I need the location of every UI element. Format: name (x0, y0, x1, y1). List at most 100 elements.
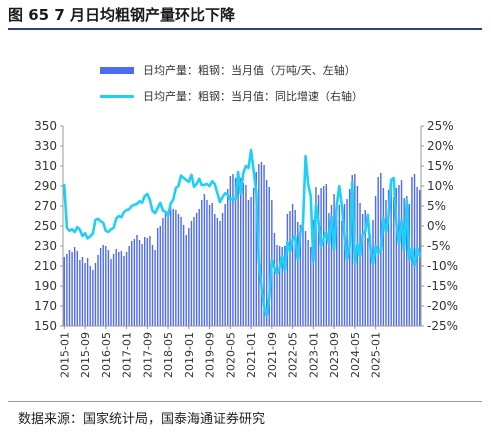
bar (169, 207, 172, 326)
bar (398, 185, 400, 326)
bar (346, 199, 348, 326)
bar (395, 188, 398, 326)
bar (382, 188, 385, 326)
y-right-tick-label: 15% (427, 159, 454, 173)
bar (273, 233, 276, 326)
legend-bar-label: 日均产量：粗钢：当月值（万吨/天、左轴） (143, 64, 356, 77)
y-right-tick-label: 25% (427, 119, 454, 133)
legend: 日均产量：粗钢：当月值（万吨/天、左轴） 日均产量：粗钢：当月值：同比增速（右轴… (100, 57, 363, 109)
bar (242, 183, 245, 326)
y-left-tick-label: 190 (34, 279, 57, 293)
bar (105, 246, 107, 326)
bar (92, 270, 94, 326)
bar (175, 210, 177, 326)
bar (338, 205, 340, 326)
y-right-tick-label: 5% (427, 199, 446, 213)
x-tick-label: 2021-01 (245, 332, 258, 378)
bar (385, 200, 387, 326)
bar (115, 249, 117, 326)
bar (102, 245, 104, 326)
bar (302, 218, 304, 326)
bar (390, 186, 392, 326)
y-right-tick-label: -5% (427, 239, 450, 253)
bar (112, 254, 115, 326)
bar (359, 203, 361, 326)
bar (232, 174, 234, 326)
bar (71, 252, 73, 326)
bar (206, 200, 208, 326)
bar (81, 257, 84, 326)
x-tick-label: 2023-01 (307, 332, 320, 378)
x-tick-label: 2019-01 (183, 332, 196, 378)
bar (413, 174, 416, 326)
x-tick-label: 2024-05 (349, 332, 362, 378)
bar (68, 250, 71, 326)
chart-title: 图 65 7 月日均粗钢产量环比下降 (8, 6, 235, 24)
legend-item-bar: 日均产量：粗钢：当月值（万吨/天、左轴） (100, 57, 363, 83)
bar (260, 162, 263, 326)
bar (128, 246, 130, 326)
bar (239, 178, 242, 326)
bar (351, 175, 353, 326)
source-divider (8, 401, 482, 402)
bar (252, 188, 255, 326)
bar (76, 251, 78, 326)
bar (278, 246, 281, 326)
bar (214, 214, 216, 326)
bar (221, 213, 224, 326)
legend-line-label: 日均产量：粗钢：当月值：同比增速（右轴） (143, 90, 363, 103)
bar (107, 250, 110, 326)
bar (125, 252, 128, 326)
bar (227, 189, 229, 326)
bar (138, 240, 141, 326)
bar (234, 178, 237, 326)
bar (387, 190, 390, 326)
bar (177, 214, 180, 326)
bar (162, 218, 164, 326)
bar (193, 217, 195, 326)
bar (118, 252, 120, 326)
y-right-tick-label: -25% (427, 319, 458, 333)
bar (333, 194, 335, 326)
bar (286, 214, 289, 326)
bar (97, 255, 99, 326)
y-left-tick-label: 290 (34, 179, 57, 193)
bar (361, 214, 364, 326)
bar (84, 263, 86, 326)
title-underline (8, 28, 482, 30)
legend-bar-swatch (100, 66, 134, 74)
bar (276, 245, 278, 326)
bar (356, 186, 359, 326)
combo-chart: 150 170 190 210 230 250 270 290 310 330 350 25% 20% 1… (34, 119, 458, 378)
bar (89, 266, 91, 326)
source-note: 数据来源：国家统计局，国泰海通证券研究 (18, 412, 266, 427)
bar (393, 197, 395, 326)
x-tick-label: 2017-09 (141, 332, 154, 378)
bar (247, 200, 250, 326)
x-tick-label: 2015-01 (58, 332, 71, 378)
bar (211, 203, 213, 326)
bar (208, 205, 211, 326)
yoy-growth-line (63, 148, 422, 318)
bar (190, 221, 193, 326)
bar (172, 209, 174, 326)
bar (289, 211, 291, 326)
bar (79, 260, 81, 326)
bar (369, 235, 372, 326)
x-tick-label: 2023-09 (328, 332, 341, 378)
bar (198, 209, 200, 326)
bar (123, 256, 125, 326)
bar (203, 194, 206, 326)
y-left-tick-label: 250 (34, 219, 57, 233)
bar (400, 180, 403, 326)
y-right-tick-label: 10% (427, 179, 454, 193)
bar (367, 238, 369, 326)
bar (149, 236, 151, 326)
x-tick-label: 2016-05 (100, 332, 113, 378)
bar (188, 228, 190, 326)
bar (224, 204, 226, 326)
bar (201, 200, 203, 326)
bar (180, 217, 182, 326)
x-tick-label: 2025-01 (370, 332, 383, 378)
legend-item-line: 日均产量：粗钢：当月值：同比增速（右轴） (100, 83, 363, 109)
